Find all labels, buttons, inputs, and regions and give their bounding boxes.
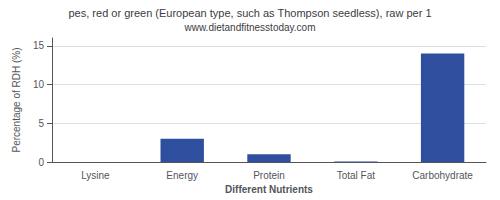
svg-text:15: 15 [33, 40, 45, 51]
svg-text:Carbohydrate: Carbohydrate [412, 170, 473, 181]
svg-text:Total Fat: Total Fat [337, 170, 376, 181]
svg-text:Energy: Energy [166, 170, 198, 181]
svg-text:Lysine: Lysine [81, 170, 110, 181]
svg-text:pes, red or green (European ty: pes, red or green (European type, such a… [69, 7, 432, 19]
svg-text:5: 5 [38, 118, 44, 129]
svg-text:www.dietandfitnesstoday.com: www.dietandfitnesstoday.com [184, 22, 316, 33]
svg-text:Protein: Protein [253, 170, 285, 181]
svg-text:0: 0 [38, 157, 44, 168]
svg-text:10: 10 [33, 79, 45, 90]
svg-text:Percentage of RDH (%): Percentage of RDH (%) [11, 47, 22, 152]
svg-text:Different Nutrients: Different Nutrients [225, 184, 313, 195]
